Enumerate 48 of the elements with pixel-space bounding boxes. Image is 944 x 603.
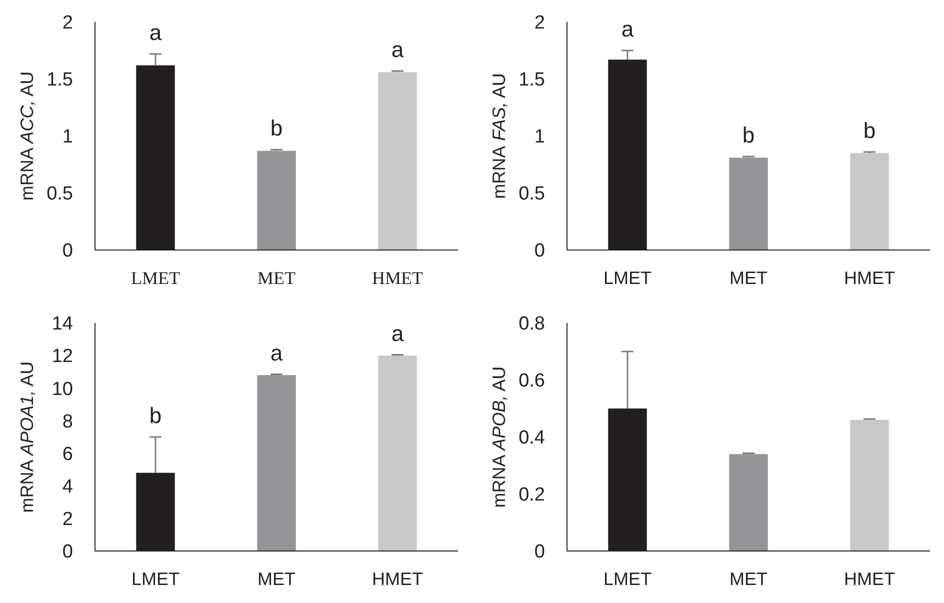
x-tick-label: LMET bbox=[603, 569, 652, 589]
y-axis-title: mRNA FAS, AU bbox=[489, 73, 509, 199]
annotation: b bbox=[270, 116, 283, 141]
x-tick-label: HMET bbox=[844, 268, 895, 288]
x-tick-label: MET bbox=[730, 268, 768, 288]
annotation: b bbox=[863, 118, 876, 143]
annotation: a bbox=[149, 20, 162, 45]
y-tick-label: 2 bbox=[62, 12, 73, 34]
y-tick-label: 10 bbox=[52, 378, 73, 400]
y-tick-label: 14 bbox=[52, 314, 74, 335]
y-tick-label: 0 bbox=[62, 542, 73, 563]
annotation: a bbox=[391, 37, 404, 62]
y-tick-label: 0.5 bbox=[518, 184, 545, 205]
y-tick-label: 0.4 bbox=[518, 428, 546, 449]
y-tick-label: 1.5 bbox=[518, 70, 545, 91]
y-tick-label: 2 bbox=[534, 12, 545, 34]
y-tick-label: 0 bbox=[534, 542, 545, 563]
annotation: b bbox=[149, 403, 162, 428]
y-tick-label: 6 bbox=[62, 444, 73, 465]
y-tick-label: 8 bbox=[62, 411, 73, 432]
y-tick-label: 4 bbox=[62, 476, 74, 498]
annotation: b bbox=[742, 122, 755, 148]
y-tick-label: 1 bbox=[534, 126, 545, 148]
x-tick-label: LMET bbox=[603, 268, 652, 288]
y-tick-label: 1 bbox=[62, 126, 73, 148]
x-tick-label: LMET bbox=[131, 268, 180, 288]
y-tick-label: 0 bbox=[534, 240, 545, 262]
y-tick-label: 0.5 bbox=[46, 184, 73, 205]
x-tick-label: HMET bbox=[372, 569, 423, 589]
y-tick-label: 12 bbox=[52, 346, 73, 368]
y-tick-label: 0.6 bbox=[518, 370, 545, 392]
x-tick-label: HMET bbox=[372, 268, 423, 288]
y-axis-title: mRNA APOB, AU bbox=[489, 366, 509, 508]
annotation: a bbox=[621, 16, 634, 42]
y-tick-label: 0.2 bbox=[518, 484, 545, 506]
annotation: a bbox=[391, 320, 404, 346]
x-tick-label: MET bbox=[258, 268, 296, 288]
x-tick-label: HMET bbox=[844, 569, 895, 589]
x-tick-label: MET bbox=[258, 569, 296, 589]
y-tick-label: 1.5 bbox=[46, 70, 73, 91]
y-axis-title: mRNA APOA1, AU bbox=[17, 361, 37, 513]
x-tick-label: LMET bbox=[131, 569, 180, 589]
y-tick-label: 2 bbox=[62, 509, 73, 530]
x-tick-label: MET bbox=[730, 569, 768, 589]
y-tick-label: 0 bbox=[62, 240, 73, 262]
y-axis-title: mRNA ACC, AU bbox=[17, 71, 37, 201]
annotation: a bbox=[270, 340, 284, 366]
y-tick-label: 0.8 bbox=[518, 314, 545, 335]
